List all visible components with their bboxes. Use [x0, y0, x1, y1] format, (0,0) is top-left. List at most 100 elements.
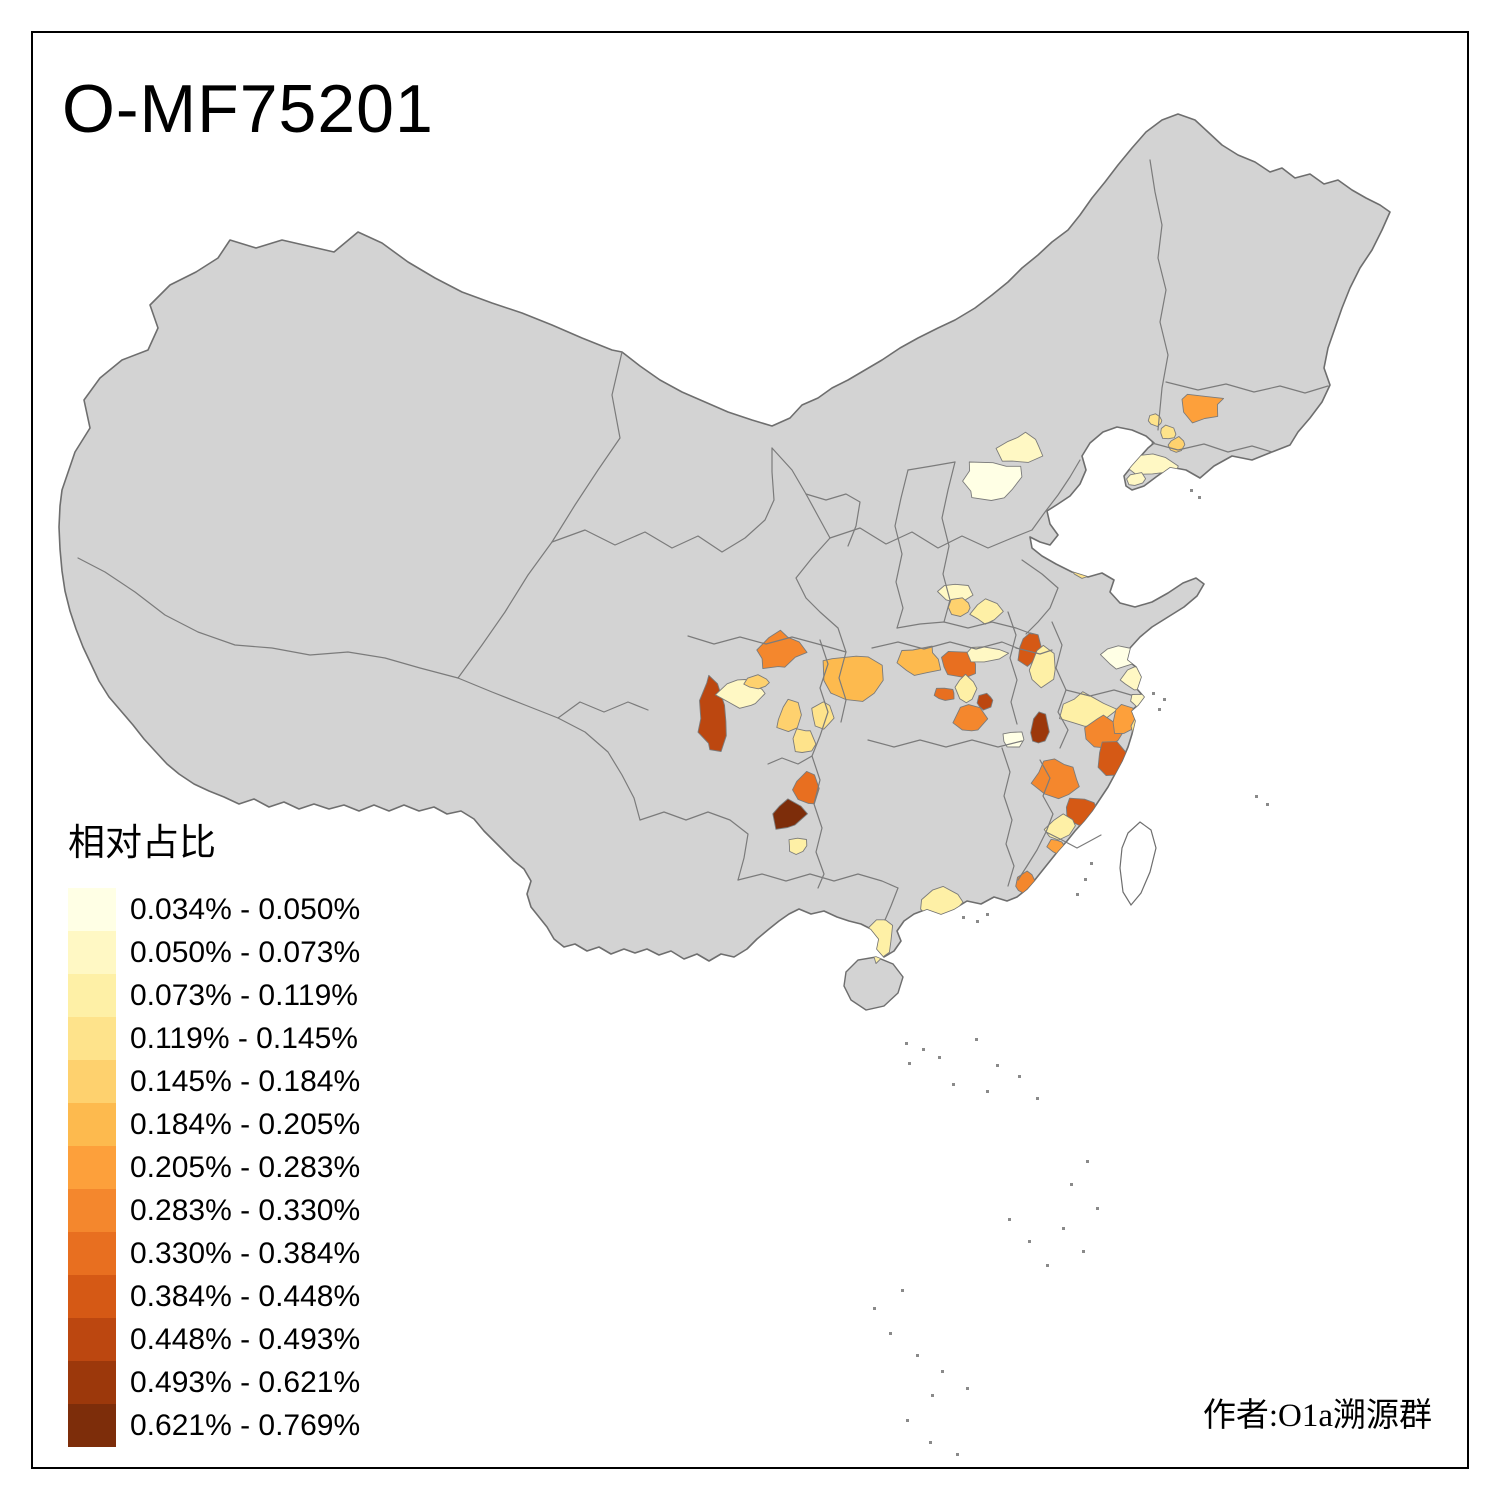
island-speck: [1158, 708, 1161, 711]
legend-swatch: [68, 1404, 116, 1447]
legend-label: 0.050% - 0.073%: [130, 935, 361, 969]
prefecture-region: [966, 646, 1010, 663]
province-border: [551, 447, 775, 553]
legend-label: 0.034% - 0.050%: [130, 892, 361, 926]
province-border: [77, 557, 459, 679]
island-speck: [956, 1453, 959, 1456]
prefecture-region: [822, 655, 884, 702]
legend-swatch: [68, 1146, 116, 1189]
prefecture-region: [995, 431, 1044, 463]
prefecture-region: [776, 698, 802, 733]
prefecture-region: [976, 692, 994, 711]
legend-swatch: [68, 974, 116, 1017]
prefecture-region: [792, 770, 820, 805]
province-border: [1165, 381, 1329, 394]
island-speck: [889, 1332, 892, 1335]
legend-label: 0.621% - 0.769%: [130, 1408, 361, 1442]
island-speck: [952, 1083, 955, 1086]
province-border: [1065, 689, 1132, 697]
province-border: [1015, 647, 1053, 655]
province-border: [811, 755, 825, 889]
province-border: [896, 621, 945, 629]
province-border: [687, 635, 847, 653]
legend-item: 0.384% - 0.448%: [68, 1275, 360, 1318]
province-border: [867, 739, 1023, 748]
legend-title: 相对占比: [68, 823, 216, 864]
legend-swatch: [68, 1189, 116, 1232]
island-speck: [1008, 1218, 1011, 1221]
prefecture-region: [1002, 731, 1025, 748]
island-speck: [873, 1307, 876, 1310]
island-speck: [976, 920, 979, 923]
island-speck: [975, 1038, 978, 1041]
taiwan-island: [1119, 821, 1157, 907]
prefecture-region: [1030, 758, 1080, 800]
island-speck: [938, 1056, 941, 1059]
province-border: [795, 537, 847, 723]
province-border: [1021, 559, 1059, 635]
province-border: [941, 461, 956, 623]
island-speck: [916, 1354, 919, 1357]
island-speck: [996, 1064, 999, 1067]
legend-item: 0.330% - 0.384%: [68, 1232, 360, 1275]
province-border: [557, 701, 649, 719]
legend-item: 0.034% - 0.050%: [68, 888, 360, 931]
legend-swatch: [68, 1275, 116, 1318]
legend-items: 0.034% - 0.050% 0.050% - 0.073% 0.073% - 0…: [68, 888, 360, 1447]
province-border: [805, 493, 861, 547]
island-speck: [966, 1387, 969, 1390]
legend-item: 0.119% - 0.145%: [68, 1017, 360, 1060]
legend-item: 0.073% - 0.119%: [68, 974, 360, 1017]
island-speck: [1152, 692, 1155, 695]
prefecture-region: [962, 461, 1023, 501]
legend-item: 0.184% - 0.205%: [68, 1103, 360, 1146]
island-speck: [1046, 1264, 1049, 1267]
island-speck: [1096, 1207, 1099, 1210]
island-speck: [1190, 489, 1193, 492]
china-landmass: [58, 113, 1391, 962]
legend-swatch: [68, 1017, 116, 1060]
island-speck: [1028, 1240, 1031, 1243]
prefecture-region: [1043, 813, 1076, 841]
prefecture-region: [811, 701, 835, 730]
island-speck: [1198, 496, 1201, 499]
island-speck: [941, 1370, 944, 1373]
prefecture-region: [1030, 711, 1050, 744]
province-border: [894, 469, 909, 629]
province-border: [1149, 159, 1169, 431]
legend-item: 0.448% - 0.493%: [68, 1318, 360, 1361]
prefecture-region: [1126, 472, 1147, 486]
island-speck: [1084, 878, 1087, 881]
province-border: [943, 621, 1033, 635]
province-border: [907, 461, 956, 471]
prefecture-region: [788, 837, 808, 855]
province-borders-layer: [77, 159, 1329, 921]
island-speck: [905, 1042, 908, 1045]
province-border: [871, 641, 1018, 650]
island-speck: [908, 1062, 911, 1065]
island-speck: [1090, 862, 1093, 865]
legend-label: 0.205% - 0.283%: [130, 1150, 361, 1184]
prefecture-region: [1181, 393, 1225, 424]
province-border: [1001, 747, 1015, 887]
legend-label: 0.448% - 0.493%: [130, 1322, 361, 1356]
legend-swatch: [68, 1060, 116, 1103]
legend-label: 0.145% - 0.184%: [130, 1064, 361, 1098]
map-frame: [31, 31, 1469, 1469]
prefecture-region: [952, 704, 989, 732]
legend-item: 0.050% - 0.073%: [68, 931, 360, 974]
province-border: [457, 351, 623, 679]
legend-label: 0.384% - 0.448%: [130, 1279, 361, 1313]
legend-label: 0.330% - 0.384%: [130, 1236, 361, 1270]
legend-item: 0.493% - 0.621%: [68, 1361, 360, 1404]
legend-item: 0.621% - 0.769%: [68, 1404, 360, 1447]
province-border: [1017, 759, 1054, 881]
prefecture-region: [1160, 424, 1177, 440]
island-speck: [901, 1289, 904, 1292]
prefecture-region: [954, 673, 978, 704]
prefecture-region: [792, 728, 817, 753]
island-speck: [1062, 1227, 1065, 1230]
island-speck: [962, 916, 965, 919]
